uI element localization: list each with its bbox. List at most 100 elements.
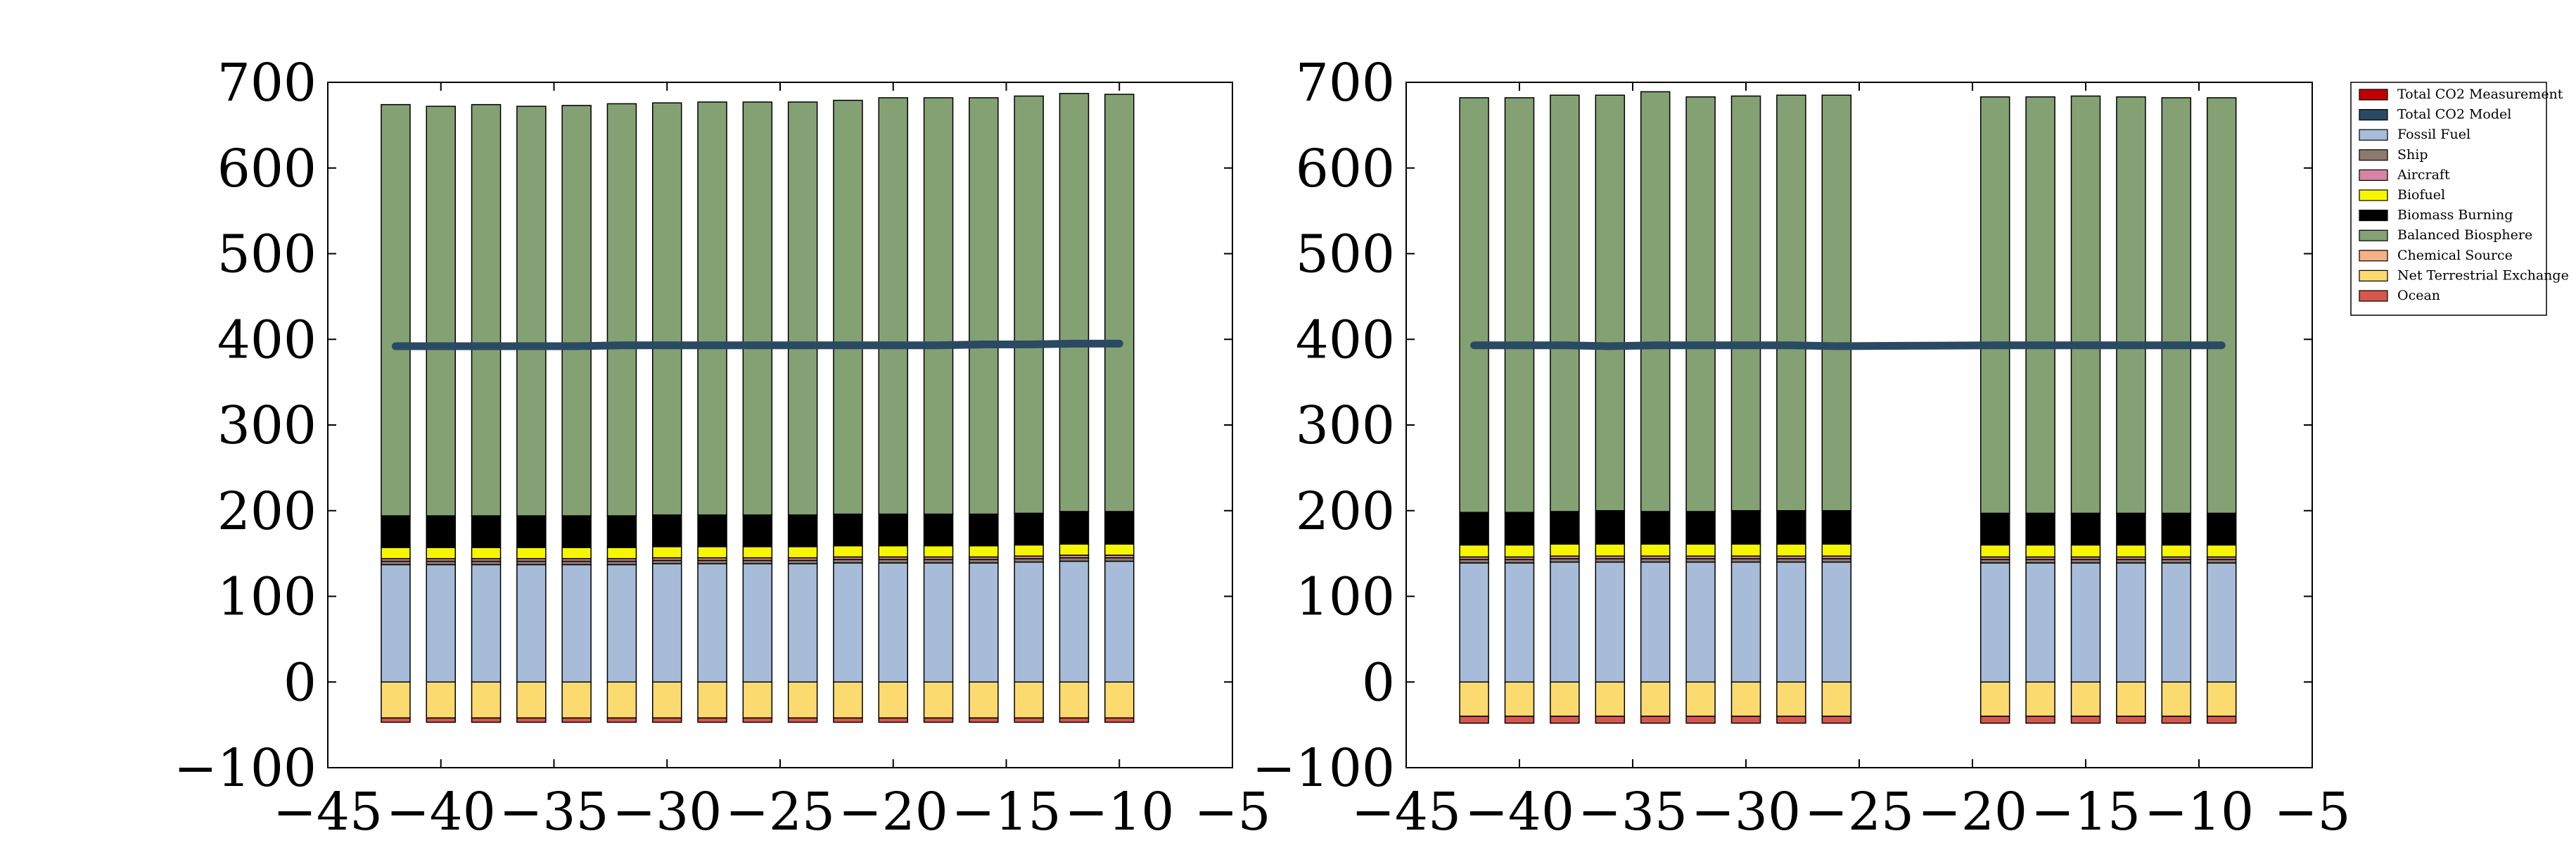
legend-swatch-fossil-fuel bbox=[2359, 129, 2388, 141]
bar-fossil-fuel bbox=[878, 562, 908, 683]
bar-biomass-burning bbox=[381, 515, 411, 548]
legend-swatch-total-co2-measurement bbox=[2359, 89, 2388, 101]
x-tick-label: −30 bbox=[1691, 782, 1801, 842]
bar-net-terrestrial-exchange bbox=[2116, 681, 2146, 717]
bar-net-terrestrial-exchange bbox=[471, 681, 502, 719]
x-tick-label: −35 bbox=[499, 782, 608, 842]
bar-ocean bbox=[2116, 716, 2146, 724]
bar-fossil-fuel bbox=[381, 564, 411, 683]
y-tick-label: 600 bbox=[217, 139, 317, 199]
x-tick-label: −15 bbox=[2031, 782, 2141, 842]
bar-ocean bbox=[1104, 717, 1135, 723]
y-tick-label: −100 bbox=[174, 738, 317, 799]
bar-biomass-burning bbox=[1730, 510, 1761, 545]
bar-balanced-biosphere bbox=[471, 103, 502, 516]
legend-label-fossil-fuel: Fossil Fuel bbox=[2397, 127, 2470, 142]
bar-ocean bbox=[1776, 716, 1806, 724]
bar-biomass-burning bbox=[1014, 512, 1044, 546]
bar-balanced-biosphere bbox=[1504, 97, 1535, 513]
bar-biomass-burning bbox=[1640, 511, 1671, 545]
x-tick-label: −5 bbox=[1194, 782, 1270, 842]
bar-ocean bbox=[2070, 716, 2101, 724]
bar-biofuel bbox=[1730, 543, 1761, 557]
legend-label-total-co2-model: Total CO2 Model bbox=[2397, 107, 2511, 122]
y-tick-label: 700 bbox=[217, 53, 317, 113]
legend-label-balanced-biosphere: Balanced Biosphere bbox=[2397, 227, 2532, 243]
bar-biomass-burning bbox=[969, 513, 999, 547]
bar-biofuel bbox=[2206, 544, 2237, 558]
bar-balanced-biosphere bbox=[1550, 94, 1580, 512]
bar-balanced-biosphere bbox=[2206, 97, 2237, 514]
bar-balanced-biosphere bbox=[1821, 94, 1852, 512]
bar-biofuel bbox=[1821, 543, 1852, 557]
y-tick-label: 600 bbox=[1296, 139, 1395, 199]
bar-balanced-biosphere bbox=[787, 101, 818, 516]
bar-biomass-burning bbox=[923, 513, 954, 547]
bar-fossil-fuel bbox=[1550, 562, 1580, 683]
bar-balanced-biosphere bbox=[516, 106, 547, 516]
bar-biofuel bbox=[426, 547, 456, 559]
bar-net-terrestrial-exchange bbox=[1059, 681, 1090, 719]
bar-fossil-fuel bbox=[969, 562, 999, 683]
bar-ocean bbox=[833, 717, 863, 723]
bar-fossil-fuel bbox=[787, 563, 818, 683]
bar-fossil-fuel bbox=[923, 562, 954, 683]
bar-biomass-burning bbox=[2070, 512, 2101, 546]
bar-ocean bbox=[652, 717, 682, 723]
legend-label-ship: Ship bbox=[2397, 147, 2428, 163]
bar-net-terrestrial-exchange bbox=[1685, 681, 1716, 717]
bar-fossil-fuel bbox=[697, 563, 727, 683]
bar-balanced-biosphere bbox=[1459, 97, 1489, 513]
panel-right: −45 −40 −35 −30 −25 −20 −15 −10 −5 −100 0 100 200 300… bbox=[1252, 53, 2351, 842]
bar-ocean bbox=[471, 717, 502, 723]
bar-biofuel bbox=[1776, 543, 1806, 557]
bar-balanced-biosphere bbox=[561, 105, 592, 516]
bar-biofuel bbox=[2161, 544, 2192, 558]
y-tick-label: −100 bbox=[1252, 738, 1395, 799]
bar-biofuel bbox=[1550, 543, 1580, 557]
bar-biofuel bbox=[1595, 543, 1626, 557]
bar-fossil-fuel bbox=[1776, 562, 1806, 683]
bar-biofuel bbox=[697, 546, 727, 559]
bar-ocean bbox=[742, 717, 773, 723]
bar-net-terrestrial-exchange bbox=[2161, 681, 2192, 717]
bar-fossil-fuel bbox=[1640, 562, 1671, 683]
bar-biofuel bbox=[742, 546, 773, 559]
y-tick-label: 0 bbox=[1362, 652, 1395, 713]
y-tick-label: 400 bbox=[1296, 310, 1395, 370]
bar-biomass-burning bbox=[2161, 512, 2192, 546]
bar-biomass-burning bbox=[697, 514, 727, 547]
bar-biofuel bbox=[1459, 544, 1489, 558]
line-total-co2-model bbox=[391, 339, 1123, 350]
bar-net-terrestrial-exchange bbox=[2206, 681, 2237, 717]
bar-ocean bbox=[697, 717, 727, 723]
bar-biomass-burning bbox=[471, 515, 502, 548]
bar-net-terrestrial-exchange bbox=[561, 681, 592, 719]
bar-biomass-burning bbox=[1059, 511, 1090, 545]
legend-label-ocean: Ocean bbox=[2397, 288, 2440, 303]
legend-label-chemical-source: Chemical Source bbox=[2397, 248, 2513, 263]
bar-balanced-biosphere bbox=[426, 106, 456, 516]
legend-swatch-total-co2-model bbox=[2359, 109, 2388, 121]
bar-biomass-burning bbox=[742, 514, 773, 547]
x-tick-label: −20 bbox=[1918, 782, 2027, 842]
bar-ocean bbox=[969, 717, 999, 723]
bar-fossil-fuel bbox=[471, 564, 502, 683]
bar-fossil-fuel bbox=[1459, 562, 1489, 683]
y-tick-label: 200 bbox=[1296, 481, 1395, 542]
bar-fossil-fuel bbox=[1014, 562, 1044, 683]
bar-balanced-biosphere bbox=[1776, 94, 1806, 512]
bar-net-terrestrial-exchange bbox=[426, 681, 456, 719]
bar-net-terrestrial-exchange bbox=[1104, 681, 1135, 719]
bar-biomass-burning bbox=[426, 515, 456, 548]
bar-net-terrestrial-exchange bbox=[969, 681, 999, 719]
bar-biomass-burning bbox=[787, 514, 818, 547]
legend-swatch-ship bbox=[2359, 149, 2388, 161]
y-tick-label: 300 bbox=[1296, 395, 1395, 456]
line-total-co2-model bbox=[1470, 341, 2226, 350]
legend-swatch-biomass-burning bbox=[2359, 210, 2388, 222]
bar-balanced-biosphere bbox=[2025, 96, 2055, 514]
bar-net-terrestrial-exchange bbox=[833, 681, 863, 719]
bar-ocean bbox=[1014, 717, 1044, 723]
bar-net-terrestrial-exchange bbox=[1979, 681, 2010, 717]
